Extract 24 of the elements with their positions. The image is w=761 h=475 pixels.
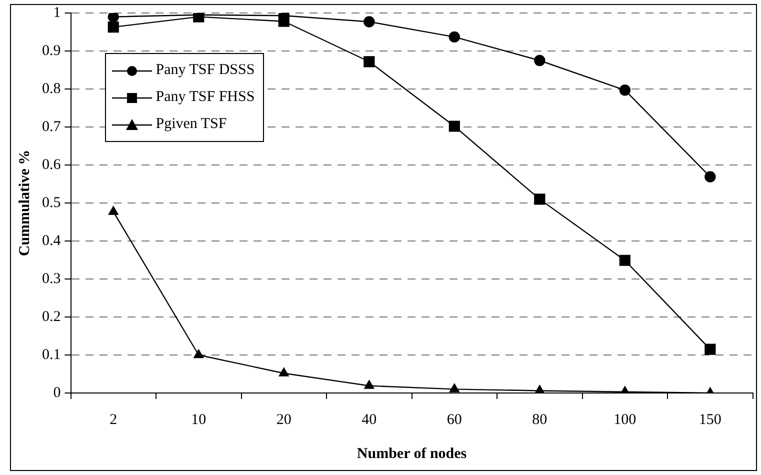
x-tick-label: 10 [191, 412, 206, 428]
y-axis-title: Cummulative % [16, 150, 33, 256]
x-tick-label: 20 [276, 412, 292, 428]
x-tick-label: 40 [362, 412, 377, 428]
x-tick-label: 60 [446, 412, 462, 428]
legend-label: Pgiven TSF [156, 116, 227, 133]
y-tick-label: 0.1 [42, 346, 61, 363]
x-axis-title: Number of nodes [356, 446, 467, 462]
y-tick-label: 0.4 [42, 232, 62, 249]
y-tick-label: 0.8 [42, 80, 61, 97]
x-tick-label: 100 [614, 412, 636, 428]
y-tick-label: 0.7 [42, 118, 62, 135]
legend-label: Pany TSF FHSS [156, 89, 255, 106]
x-tick-label: 80 [532, 412, 548, 428]
y-tick-label: 0.5 [42, 194, 61, 211]
x-tick-label: 2 [110, 412, 118, 428]
y-tick-label: 1 [53, 4, 61, 21]
y-tick-label: 0.6 [42, 156, 62, 173]
legend-label: Pany TSF DSSS [156, 62, 255, 79]
y-tick-label: 0.2 [42, 308, 61, 325]
y-tick-label: 0.3 [42, 270, 61, 287]
x-tick-label: 150 [698, 412, 722, 428]
y-tick-label: 0.9 [42, 42, 61, 59]
y-tick-label: 0 [53, 384, 61, 401]
